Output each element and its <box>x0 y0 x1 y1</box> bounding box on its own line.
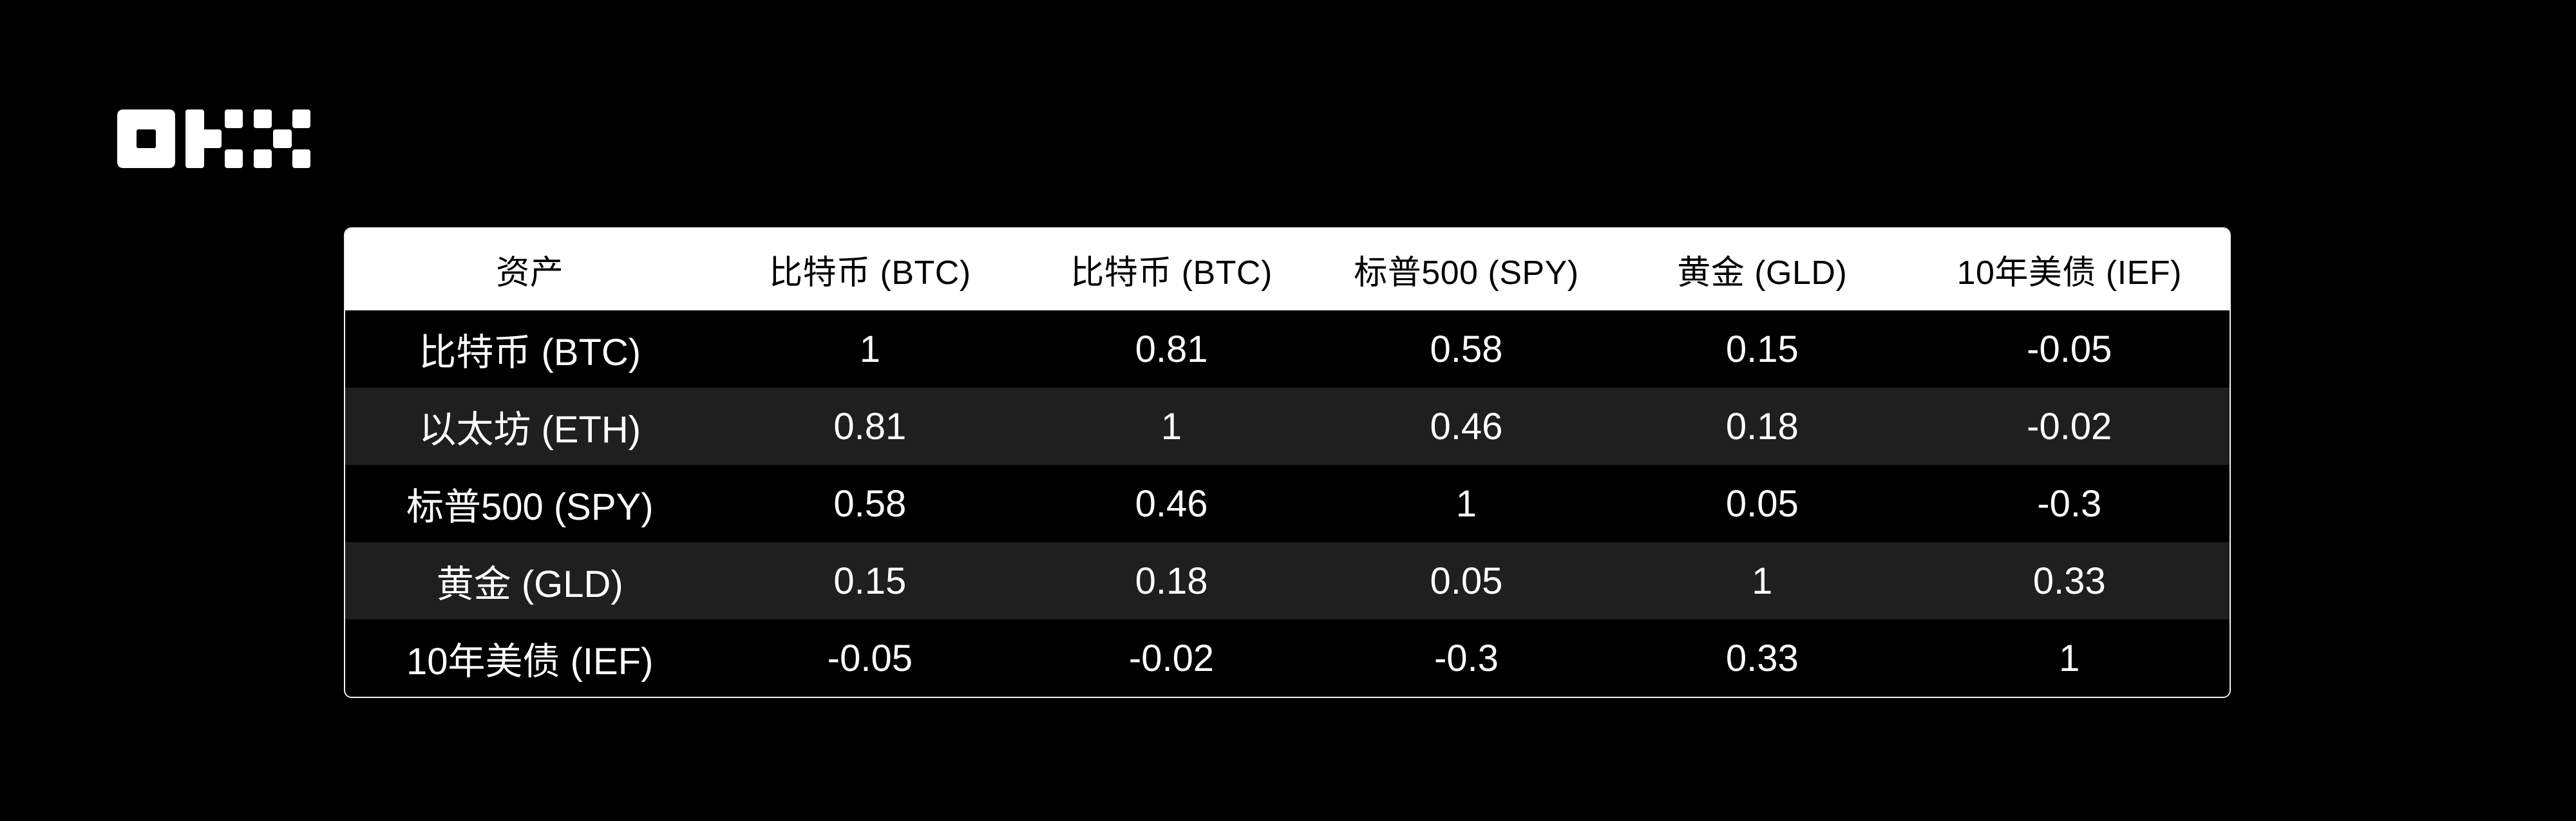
table-cell: -0.02 <box>1128 637 1215 679</box>
table-cell: 1 <box>2059 637 2080 679</box>
table-cell: 0.18 <box>1135 560 1208 602</box>
table-cell: 0.05 <box>1430 560 1503 602</box>
table-cell: -0.02 <box>2027 405 2112 448</box>
okx-logo-icon <box>117 109 310 169</box>
row-header: 以太坊 (ETH) <box>419 409 641 451</box>
column-header-spy: 标普500 (SPY) <box>1317 229 1616 310</box>
row-header: 10年美债 (IEF) <box>406 641 654 683</box>
table-cell: 0.05 <box>1725 482 1799 525</box>
table-header-row: 资产 比特币 (BTC) 比特币 (BTC) 标普500 (SPY) 黄金 (G… <box>345 229 2230 310</box>
table-cell: 0.58 <box>833 482 907 525</box>
table-cell: 1 <box>859 328 880 370</box>
table-row-btc: 比特币 (BTC) 1 0.81 0.58 0.15 -0.05 <box>345 310 2230 388</box>
column-header-gld: 黄金 (GLD) <box>1615 229 1909 310</box>
table-cell: 1 <box>1752 560 1773 602</box>
table-row-eth: 以太坊 (ETH) 0.81 1 0.46 0.18 -0.02 <box>345 388 2230 465</box>
table-cell: 1 <box>1160 405 1182 448</box>
table-cell: -0.05 <box>827 637 913 679</box>
table-cell: -0.3 <box>1434 637 1499 679</box>
table-row-gld: 黄金 (GLD) 0.15 0.18 0.05 1 0.33 <box>345 542 2230 619</box>
row-header: 比特币 (BTC) <box>419 332 641 373</box>
table-row-spy: 标普500 (SPY) 0.58 0.46 1 0.05 -0.3 <box>345 465 2230 542</box>
row-header: 黄金 (GLD) <box>436 563 623 605</box>
row-header: 标普500 (SPY) <box>406 486 654 528</box>
table-cell: 0.46 <box>1430 405 1503 448</box>
table-cell: 0.15 <box>833 560 907 602</box>
correlation-table: 资产 比特币 (BTC) 比特币 (BTC) 标普500 (SPY) 黄金 (G… <box>344 227 2231 698</box>
column-header-btc: 比特币 (BTC) <box>714 229 1026 310</box>
table-cell: -0.3 <box>2037 482 2102 525</box>
table-cell: 0.15 <box>1725 328 1799 370</box>
column-header-ief: 10年美债 (IEF) <box>1909 229 2230 310</box>
table-cell: 0.46 <box>1135 482 1208 525</box>
table-cell: 0.18 <box>1725 405 1799 448</box>
table-cell: 0.58 <box>1430 328 1503 370</box>
table-cell: 0.81 <box>1135 328 1208 370</box>
table-cell: 0.33 <box>2032 560 2106 602</box>
table-cell: 0.33 <box>1725 637 1799 679</box>
table-cell: 1 <box>1455 482 1477 525</box>
table-cell: 0.81 <box>833 405 907 448</box>
column-header-asset: 资产 <box>345 229 715 310</box>
table-row-ief: 10年美债 (IEF) -0.05 -0.02 -0.3 0.33 1 <box>345 619 2230 697</box>
column-header-btc-2: 比特币 (BTC) <box>1025 229 1318 310</box>
table-cell: -0.05 <box>2027 328 2112 370</box>
